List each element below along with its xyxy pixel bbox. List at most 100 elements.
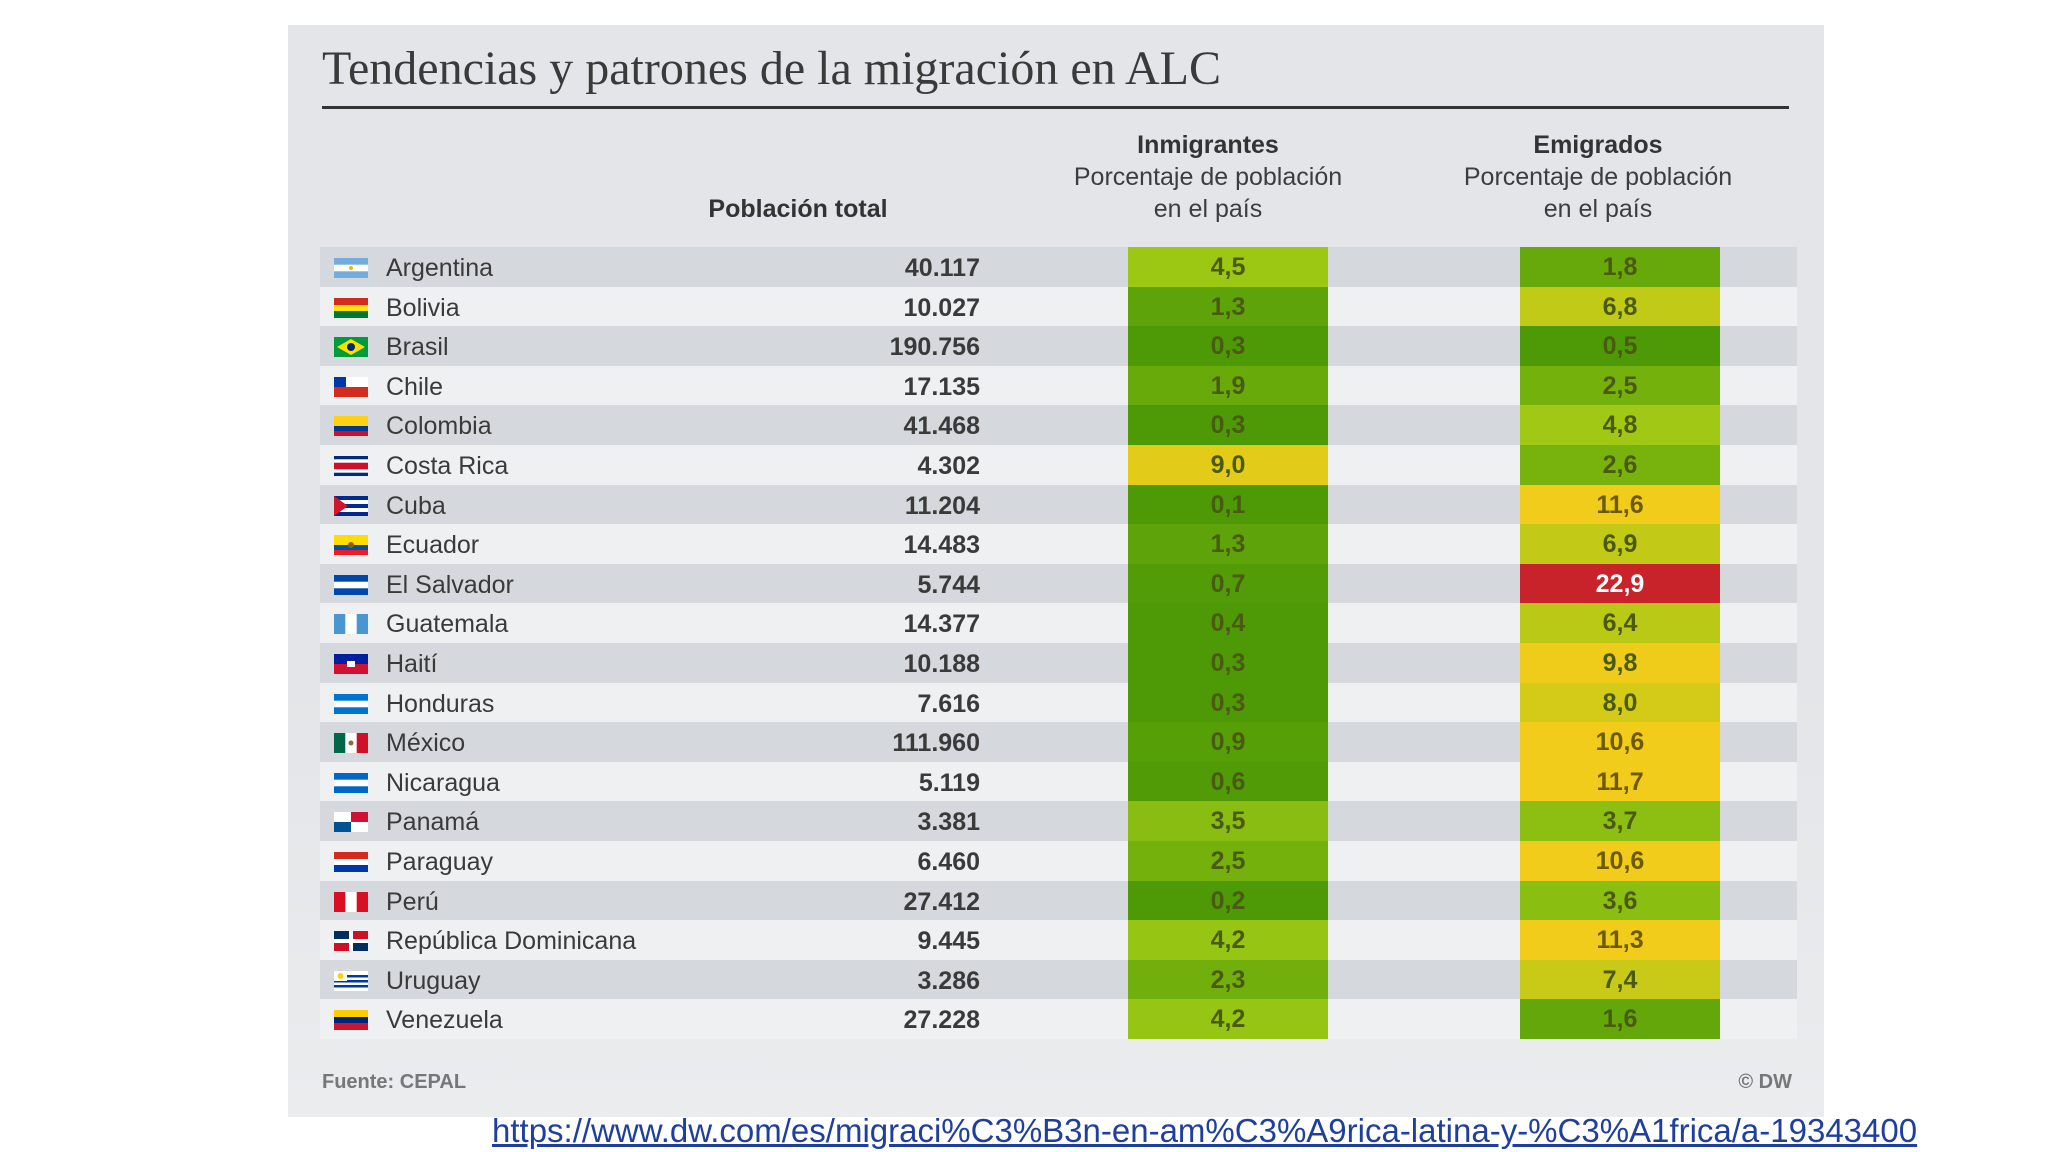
flag-icon [334,495,368,516]
immigrants-cell: 2,3 [1128,959,1328,1000]
immigrants-cell: 0,3 [1128,682,1328,723]
emigrants-cell: 1,8 [1520,247,1720,287]
country-name: Nicaragua [386,768,500,797]
flag-icon [334,416,368,437]
flag-icon [334,1010,368,1031]
population-value: 190.756 [889,333,980,362]
immigrants-cell: 0,4 [1128,603,1328,643]
immigrants-cell: 4,2 [1128,999,1328,1039]
flag-icon [334,931,368,952]
immigrants-cell: 0,6 [1128,761,1328,802]
table-row: Brasil 190.756 0,3 0,5 [320,326,1797,366]
table-row: Nicaragua 5.119 0,6 11,7 [320,761,1797,802]
country-name: El Salvador [386,570,514,599]
population-value: 27.228 [903,1006,980,1035]
header-immigrants-subtitle-2: en el país [1153,195,1263,223]
emigrants-cell: 6,4 [1520,603,1720,643]
flag-icon [334,772,368,793]
table-row: México 111.960 0,9 10,6 [320,722,1797,762]
population-value: 10.188 [903,649,980,678]
population-value: 14.377 [903,610,980,639]
source-link[interactable]: https://www.dw.com/es/migraci%C3%B3n-en-… [492,1112,1918,1149]
table-row: Bolivia 10.027 1,3 6,8 [320,286,1797,327]
country-name: Uruguay [386,966,481,995]
emigrants-cell: 11,3 [1520,920,1720,960]
table-row: Panamá 3.381 3,5 3,7 [320,801,1797,841]
emigrants-cell: 4,8 [1520,405,1720,445]
immigrants-cell: 0,9 [1128,722,1328,762]
population-value: 111.960 [892,729,980,758]
table-row: Paraguay 6.460 2,5 10,6 [320,840,1797,881]
country-name: Panamá [386,808,480,837]
emigrants-cell: 7,4 [1520,959,1720,1000]
country-name: Cuba [386,491,446,520]
flag-icon [334,891,368,912]
emigrants-cell: 9,8 [1520,642,1720,683]
table-row: Honduras 7.616 0,3 8,0 [320,682,1797,723]
immigrants-cell: 4,2 [1128,920,1328,960]
flag-icon [334,812,368,833]
emigrants-cell: 10,6 [1520,722,1720,762]
table-row: República Dominicana 9.445 4,2 11,3 [320,920,1797,960]
flag-icon [334,455,368,476]
immigrants-cell: 0,3 [1128,326,1328,366]
header-immigrants-title: Inmigrantes [1137,131,1279,159]
emigrants-cell: 2,5 [1520,365,1720,406]
flag-icon [334,614,368,635]
immigrants-cell: 1,3 [1128,524,1328,564]
immigrants-cell: 3,5 [1128,801,1328,841]
population-value: 9.445 [917,927,980,956]
table-body: Argentina 40.117 4,5 1,8 Bolivia 10.027 1,3 6,8… [320,247,1797,1039]
header-emigrants-title: Emigrados [1533,131,1663,159]
immigrants-cell: 0,3 [1128,405,1328,445]
immigrants-cell: 0,7 [1128,563,1328,604]
population-value: 7.616 [917,689,980,718]
population-value: 5.119 [918,768,980,797]
immigrants-cell: 1,9 [1128,365,1328,406]
header-emigrants-subtitle-1: Porcentaje de población [1463,163,1733,191]
country-name: Colombia [386,412,492,441]
population-value: 17.135 [903,372,980,401]
immigrants-cell: 0,3 [1128,642,1328,683]
emigrants-cell: 3,7 [1520,801,1720,841]
chart-title: Tendencias y patrones de la migración en… [322,42,1222,95]
table-row: Argentina 40.117 4,5 1,8 [320,247,1797,287]
country-name: Bolivia [386,293,460,322]
title-divider [322,106,1789,109]
country-name: Brasil [386,333,449,362]
country-name: Perú [386,887,439,916]
country-name: Honduras [386,689,495,718]
emigrants-cell: 2,6 [1520,444,1720,485]
emigrants-cell: 8,0 [1520,682,1720,723]
emigrants-cell: 22,9 [1520,563,1720,604]
table-row: El Salvador 5.744 0,7 22,9 [320,563,1797,604]
population-value: 10.027 [903,293,980,322]
flag-icon [334,574,368,595]
emigrants-cell: 6,9 [1520,524,1720,564]
flag-icon [334,851,368,872]
country-name: Ecuador [386,531,480,560]
table-row: Venezuela 27.228 4,2 1,6 [320,999,1797,1039]
country-name: Costa Rica [386,451,509,480]
emigrants-cell: 1,6 [1520,999,1720,1039]
flag-icon [334,297,368,318]
immigrants-cell: 4,5 [1128,247,1328,287]
flag-icon [334,970,368,991]
emigrants-cell: 6,8 [1520,286,1720,327]
header-emigrants: Emigrados Porcentaje de población en el … [1428,129,1768,225]
flag-icon [334,337,368,358]
header-population: Población total [708,195,888,223]
table-row: Perú 27.412 0,2 3,6 [320,880,1797,921]
country-name: Paraguay [386,847,494,876]
population-value: 3.381 [917,808,980,837]
country-name: Haití [386,649,438,678]
table-row: Guatemala 14.377 0,4 6,4 [320,603,1797,643]
flag-icon [334,653,368,674]
flag-icon [334,376,368,397]
population-value: 41.468 [903,412,980,441]
country-name: Chile [386,372,443,401]
source-note: Fuente: CEPAL [322,1071,467,1093]
immigrants-cell: 2,5 [1128,840,1328,881]
country-name: Venezuela [386,1006,503,1035]
chart-panel: Tendencias y patrones de la migración en… [288,25,1824,1117]
